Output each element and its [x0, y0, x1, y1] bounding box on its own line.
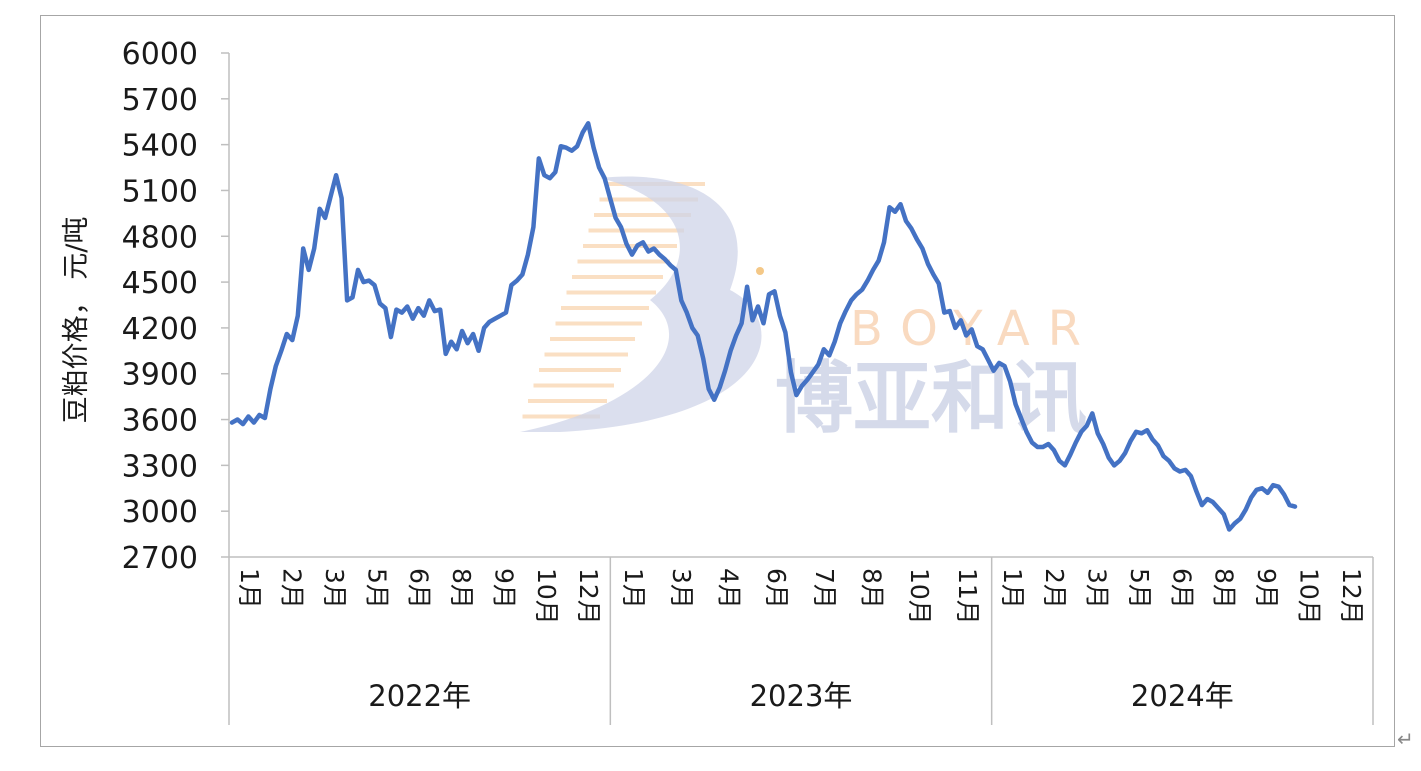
y-tick-label: 4200 [122, 312, 198, 347]
boyar-watermark: BOYAR 博亚和讯 [520, 176, 1099, 444]
x-tick-label: 1月 [619, 568, 648, 609]
watermark-eye [756, 267, 764, 275]
y-tick-label: 3300 [122, 449, 198, 484]
x-tick-label: 6月 [1167, 568, 1196, 609]
y-tick-label: 4800 [122, 220, 198, 255]
x-tick-label: 11月 [953, 568, 982, 625]
x-tick-label: 9月 [489, 568, 518, 609]
return-mark: ↵ [1397, 727, 1414, 751]
y-ticks: 6000 5700 5400 5100 4800 4500 4200 3900 3600 3300… [122, 37, 229, 576]
x-tick-label: 3月 [1083, 568, 1112, 609]
watermark-stripe [528, 399, 607, 403]
x-tick-label: 8月 [447, 568, 476, 609]
y-tick-label: 3000 [122, 495, 198, 530]
x-tick-label: 5月 [1125, 568, 1154, 609]
x-tick-label: 1月 [998, 568, 1027, 609]
x-tick-label: 2月 [278, 568, 307, 609]
watermark-stripe [599, 197, 698, 202]
x-tick-label: 3月 [320, 568, 349, 609]
x-tick-label: 5月 [362, 568, 391, 609]
y-tick-label: 5700 [122, 83, 198, 118]
watermark-stripe [539, 368, 621, 372]
year-groups: 2022年 2023年 2024年 [228, 557, 1374, 725]
price-series-line [229, 121, 1298, 532]
y-tick-label: 6000 [122, 37, 198, 72]
watermark-letters: BOYAR [850, 301, 1099, 357]
watermark-b-shape [520, 176, 762, 432]
x-tick-label: 9月 [1252, 568, 1281, 609]
watermark-stripe [577, 259, 670, 264]
year-label: 2022年 [368, 679, 471, 713]
watermark-stripe [533, 383, 614, 388]
watermark-stripe [572, 275, 663, 279]
chart-frame [40, 15, 1395, 747]
year-label: 2023年 [750, 679, 853, 713]
x-tick-label: 12月 [574, 568, 603, 625]
y-tick-label: 5100 [122, 174, 198, 209]
x-tick-label: 3月 [667, 568, 696, 609]
watermark-stripes [522, 182, 705, 419]
y-tick-label: 3900 [122, 358, 198, 393]
watermark-stripe [544, 352, 628, 357]
x-tick-label: 8月 [1210, 568, 1239, 609]
watermark-stripe [566, 290, 656, 295]
x-tick-label: 12月 [1337, 568, 1366, 625]
y-tick-label: 5400 [122, 129, 198, 164]
watermark-stripe [588, 228, 684, 233]
x-tick-label: 10月 [1294, 568, 1323, 625]
watermark-stripe [522, 414, 600, 419]
watermark-stripe [561, 306, 649, 310]
x-tick-label: 6月 [762, 568, 791, 609]
y-tick-label: 4500 [122, 266, 198, 301]
x-tick-label: 10月 [532, 568, 561, 625]
x-tick-label: 7月 [810, 568, 839, 609]
x-tick-label: 1月 [235, 568, 264, 609]
x-tick-label: 2月 [1040, 568, 1069, 609]
y-tick-label: 2700 [122, 541, 198, 576]
watermark-stripe [594, 213, 691, 217]
y-axis-title: 豆粕价格， 元/吨 [61, 217, 92, 424]
watermark-stripe [555, 321, 642, 326]
x-tick-label: 10月 [905, 568, 934, 625]
x-tick-label: 6月 [405, 568, 434, 609]
year-label: 2024年 [1131, 679, 1234, 713]
watermark-stripe [550, 337, 635, 341]
x-tick-label: 4月 [715, 568, 744, 609]
y-tick-label: 3600 [122, 404, 198, 439]
x-ticks: 1月 2月 3月 5月 6月 8月 9月 10月 12月 1月 3月 4月 6月 7月 8月 10月 11月 1月… [235, 568, 1366, 625]
x-tick-label: 8月 [858, 568, 887, 609]
watermark-chinese: 博亚和讯 [775, 354, 1087, 444]
